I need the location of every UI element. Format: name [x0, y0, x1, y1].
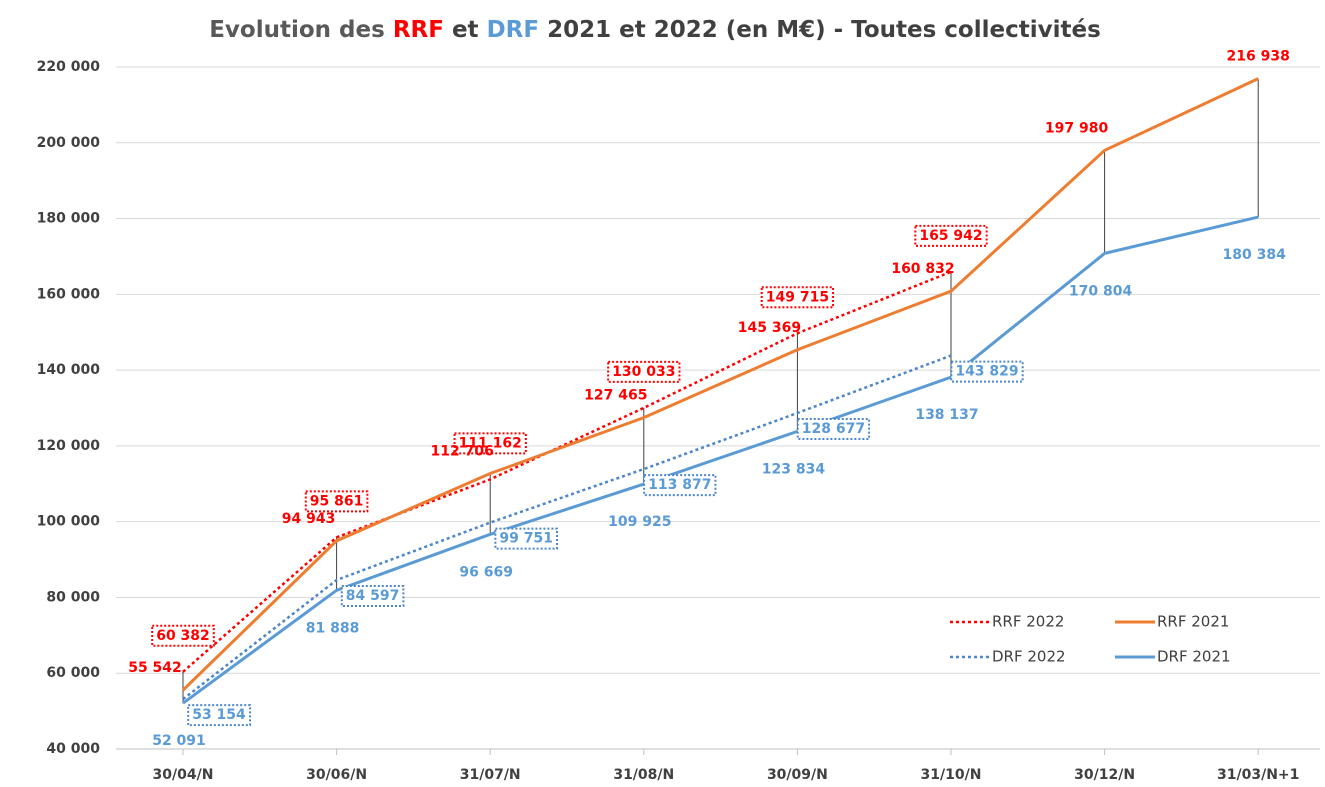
- chart-title: Evolution des RRF et DRF 2021 et 2022 (e…: [209, 17, 1101, 43]
- y-tick-label: 160 000: [37, 286, 101, 302]
- x-tick-label: 31/08/N: [613, 767, 674, 783]
- label-box: [760, 286, 835, 309]
- y-tick-label: 120 000: [37, 438, 101, 454]
- label-box: [453, 432, 527, 455]
- data-label: 55 542: [128, 660, 182, 676]
- legend-label: RRF 2021: [1157, 613, 1229, 631]
- data-label: 127 465: [584, 388, 647, 404]
- data-label: 138 137: [915, 407, 978, 423]
- y-tick-label: 140 000: [37, 362, 101, 378]
- legend-label: DRF 2021: [1157, 648, 1231, 666]
- data-label: 112 706: [431, 444, 494, 460]
- data-label: 197 980: [1045, 120, 1109, 136]
- data-label: 111 162: [459, 435, 522, 451]
- x-tick-label: 31/03/N+1: [1217, 767, 1299, 783]
- x-tick-label: 30/12/N: [1074, 767, 1135, 783]
- x-tick-label: 30/04/N: [153, 767, 214, 783]
- data-label: 123 834: [762, 461, 826, 477]
- title-part: DRF: [487, 17, 540, 43]
- label-box: [151, 624, 215, 647]
- data-label: 60 382: [156, 628, 210, 644]
- data-label: 180 384: [1223, 247, 1287, 263]
- data-label: 52 091: [152, 733, 206, 749]
- data-label: 130 033: [612, 364, 675, 380]
- data-label: 53 154: [192, 707, 246, 723]
- x-tick-label: 30/09/N: [767, 767, 828, 783]
- x-tick-label: 31/07/N: [460, 767, 521, 783]
- data-label: 99 751: [499, 531, 553, 547]
- data-label: 109 925: [608, 514, 671, 530]
- data-label: 160 832: [891, 261, 954, 277]
- label-box: [643, 474, 717, 497]
- data-label: 96 669: [459, 564, 513, 580]
- data-label: 81 888: [306, 620, 360, 636]
- label-box: [494, 527, 558, 550]
- legend-label: DRF 2022: [992, 648, 1066, 666]
- y-tick-label: 100 000: [37, 514, 101, 530]
- label-box: [914, 224, 988, 247]
- label-box: [304, 490, 369, 513]
- y-tick-label: 200 000: [37, 135, 101, 151]
- data-label: 94 943: [282, 511, 336, 527]
- label-box: [796, 418, 871, 441]
- data-label: 170 804: [1069, 283, 1133, 299]
- label-box: [607, 360, 681, 383]
- title-part: RRF: [393, 17, 444, 43]
- y-tick-label: 40 000: [46, 741, 100, 757]
- x-tick-label: 30/06/N: [306, 767, 367, 783]
- data-label: 149 715: [766, 289, 829, 305]
- data-label: 216 938: [1227, 49, 1290, 65]
- legend-label: RRF 2022: [992, 613, 1064, 631]
- y-tick-label: 60 000: [46, 665, 100, 681]
- y-tick-label: 220 000: [37, 59, 101, 75]
- y-tick-label: 180 000: [37, 211, 101, 227]
- data-label: 95 861: [310, 493, 364, 509]
- data-label: 145 369: [738, 320, 801, 336]
- series-line: [182, 354, 952, 701]
- label-box: [340, 585, 405, 608]
- y-tick-label: 80 000: [46, 589, 100, 605]
- series-line: [182, 270, 952, 673]
- data-label: 128 677: [802, 421, 865, 437]
- label-box: [187, 704, 252, 727]
- series-line: [182, 215, 1259, 705]
- data-label: 113 877: [648, 477, 711, 493]
- data-label: 84 597: [346, 588, 400, 604]
- title-part: Evolution des: [209, 17, 393, 43]
- title-part: 2021 et 2022 (en M€) - Toutes collectivi…: [539, 17, 1101, 43]
- data-label: 165 942: [919, 228, 982, 244]
- x-tick-label: 31/10/N: [921, 767, 982, 783]
- series-line: [181, 77, 1259, 692]
- data-label: 143 829: [955, 364, 1018, 380]
- label-box: [950, 360, 1024, 383]
- title-part: et: [444, 17, 487, 43]
